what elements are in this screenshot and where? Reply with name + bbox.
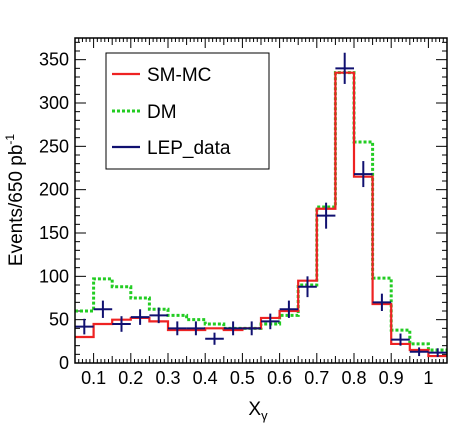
data-point [335,52,354,84]
data-point [168,321,187,336]
y-tick-label: 100 [39,266,69,286]
x-tick-label: 0.7 [304,368,329,388]
x-tick-label: 0.1 [81,368,106,388]
data-point [316,202,336,229]
y-tick-label: 350 [39,50,69,70]
plot-frame [74,37,448,364]
data-point [261,313,280,330]
data-point [298,276,317,298]
y-tick-label: 300 [39,93,69,113]
x-tick-label: 0.5 [230,368,255,388]
x-tick-labels: 0.1 0.2 0.3 0.4 0.5 0.6 0.7 0.8 0.9 1 [81,368,433,388]
y-tick-label: 0 [59,353,69,373]
legend-label-dm: DM [147,102,177,123]
data-point [130,309,150,325]
y-tick-label: 250 [39,136,69,156]
y-axis-title-main: Events/650 pb [6,145,27,266]
x-tick-label: 0.4 [193,368,218,388]
data-point [391,333,410,346]
x-tick-label: 0.8 [341,368,366,388]
legend-label-lep-data: LEP_data [147,138,231,159]
y-axis-title-superscript: -1 [3,134,17,145]
data-point [93,300,113,318]
x-axis-title: Xγ [248,399,268,423]
data-point [409,347,429,357]
data-point [75,318,94,335]
x-axis-title-main: X [248,399,261,420]
data-point [223,321,243,336]
data-point [354,161,373,188]
y-tick-labels: 0 50 100 150 200 250 300 350 [39,50,69,373]
data-point [149,307,168,324]
legend: SM-MC DM LEP_data [105,52,270,170]
x-axis-title-subscript: γ [261,408,268,423]
data-point [205,332,224,345]
data-points [75,52,447,357]
data-point [428,348,447,357]
y-tick-label: 200 [39,180,69,200]
x-tick-label: 0.9 [379,368,404,388]
data-point [279,300,299,318]
x-tick-label: 0.6 [267,368,292,388]
y-axis-title: Events/650 pb-1 [3,134,27,266]
data-point [186,321,206,336]
data-point [112,316,131,332]
x-tick-label: 1 [423,368,433,388]
x-tick-label: 0.3 [155,368,180,388]
y-tick-label: 50 [49,310,69,330]
data-point [242,321,261,336]
legend-label-sm-mc: SM-MC [147,65,211,86]
y-tick-label: 150 [39,223,69,243]
x-tick-label: 0.2 [118,368,143,388]
data-point [372,293,392,311]
